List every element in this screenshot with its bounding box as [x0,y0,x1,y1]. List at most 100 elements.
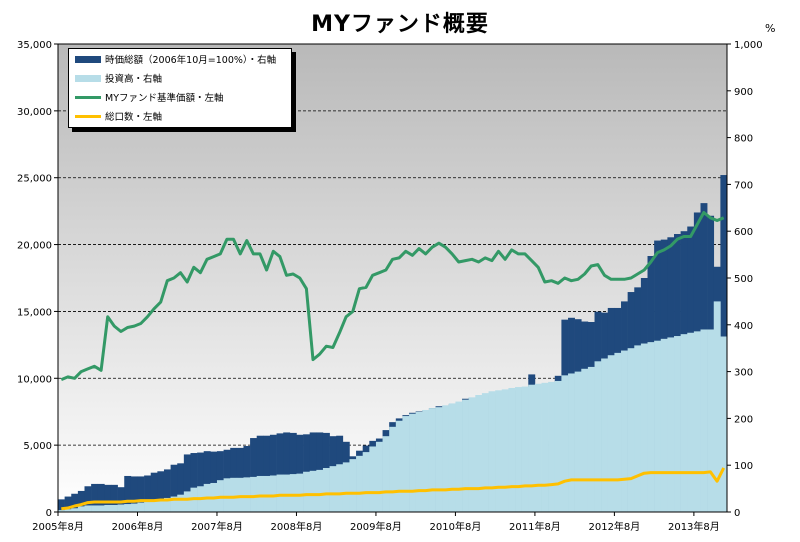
market-value-bar [124,475,132,512]
investment-bar [322,468,330,512]
market-value-bar [84,486,92,512]
market-value-bar [91,483,99,512]
investment-bar [674,336,681,512]
legend-label: MYファンド基準価額・左軸 [105,93,224,104]
investment-bar [435,407,443,512]
investment-bar [660,338,668,512]
investment-bar [84,505,92,512]
legend-swatch-market-value [75,55,101,63]
investment-bar [481,393,489,512]
market-value-bar [77,490,85,512]
right-axis-tick-label: 600 [734,227,753,238]
market-value-bar [150,472,158,512]
investment-bar [621,350,628,512]
investment-bar [349,459,357,512]
investment-bar [303,471,311,512]
investment-bar [475,395,483,512]
investment-bar [104,504,112,512]
market-value-bar [203,451,211,512]
investment-bar [415,411,423,512]
market-value-bar [137,476,145,512]
investment-bar [236,477,244,512]
market-value-bar [269,434,277,512]
x-axis-tick-label: 2009年8月 [350,520,402,533]
x-axis-tick-label: 2006年8月 [112,520,164,533]
units-line [61,467,726,511]
investment-bar [548,381,556,512]
investment-bar [71,508,79,512]
investment-bar [362,452,370,512]
left-axis-tick-label: 20,000 [17,241,52,252]
left-axis-tick-label: 25,000 [17,174,52,185]
investment-bar [455,401,463,512]
investment-bar [501,389,509,512]
legend-item-investment: 投資高・右軸 [69,69,291,87]
market-value-bar [130,476,138,512]
investment-bar [250,476,258,512]
investment-bar [654,340,662,512]
investment-bar [614,352,622,512]
investment-bar [283,474,291,512]
investment-bar [389,426,397,512]
investment-bar [144,501,152,512]
investment-bar [442,405,450,512]
legend-item-market-value: 時価総額（2006年10月=100%）・右軸 [69,50,291,68]
left-axis-tick-label: 5,000 [23,441,52,452]
investment-bar [574,371,582,512]
right-axis-tick-label: 500 [734,274,753,285]
investment-bar [177,494,185,512]
investment-bar [269,475,277,512]
market-value-bar [97,483,105,512]
right-axis-tick-label: 200 [734,414,753,425]
investment-bar [356,455,363,512]
market-value-bar [104,484,112,512]
market-value-bar [71,493,79,512]
investment-bar [594,361,602,512]
investment-bar [568,373,575,512]
market-value-bar [183,454,191,512]
x-axis-tick-label: 2005年8月 [32,520,84,533]
market-value-bar [64,496,72,512]
market-value-bar [177,463,185,512]
left-axis-tick-label: 30,000 [17,107,52,118]
investment-bar [515,387,522,512]
market-value-bar [190,453,198,512]
investment-bar [296,473,304,512]
market-value-bar [276,433,284,512]
investment-bar [468,397,476,512]
investment-bar [163,497,171,512]
right-axis-tick-label: 900 [734,87,753,98]
investment-bar [521,386,529,512]
legend-swatch-nav [75,95,101,99]
investment-bar [495,390,503,512]
market-value-bar [263,435,271,512]
market-value-bar [296,434,304,512]
nav-line [60,211,725,381]
market-value-bar [157,471,165,512]
investment-bar [713,301,721,512]
investment-bar [110,504,118,512]
investment-bar [150,500,158,512]
investment-bar [309,470,317,512]
investment-bar [137,502,145,512]
market-value-bar [210,451,218,512]
left-axis-tick-label: 35,000 [17,40,52,51]
investment-bar [402,416,410,512]
chart-title: MYファンド概要 [311,12,489,37]
investment-bar [428,408,436,512]
investment-bar [448,403,456,512]
investment-bar [634,345,642,512]
market-value-bar [197,452,205,512]
investment-bar [276,474,284,512]
investment-bar [369,446,377,512]
x-axis-tick-label: 2010年8月 [430,520,482,533]
market-value-bar [289,432,297,512]
legend: 時価総額（2006年10月=100%）・右軸 投資高・右軸 MYファンド基準価額… [68,48,292,128]
investment-bars [58,301,728,512]
investment-bar [58,510,65,512]
investment-bar [488,391,496,512]
line-series [60,211,726,511]
x-axis-tick-label: 2013年8月 [668,520,720,533]
market-value-bar [170,464,178,512]
x-axis-tick-label: 2007年8月 [191,520,243,533]
